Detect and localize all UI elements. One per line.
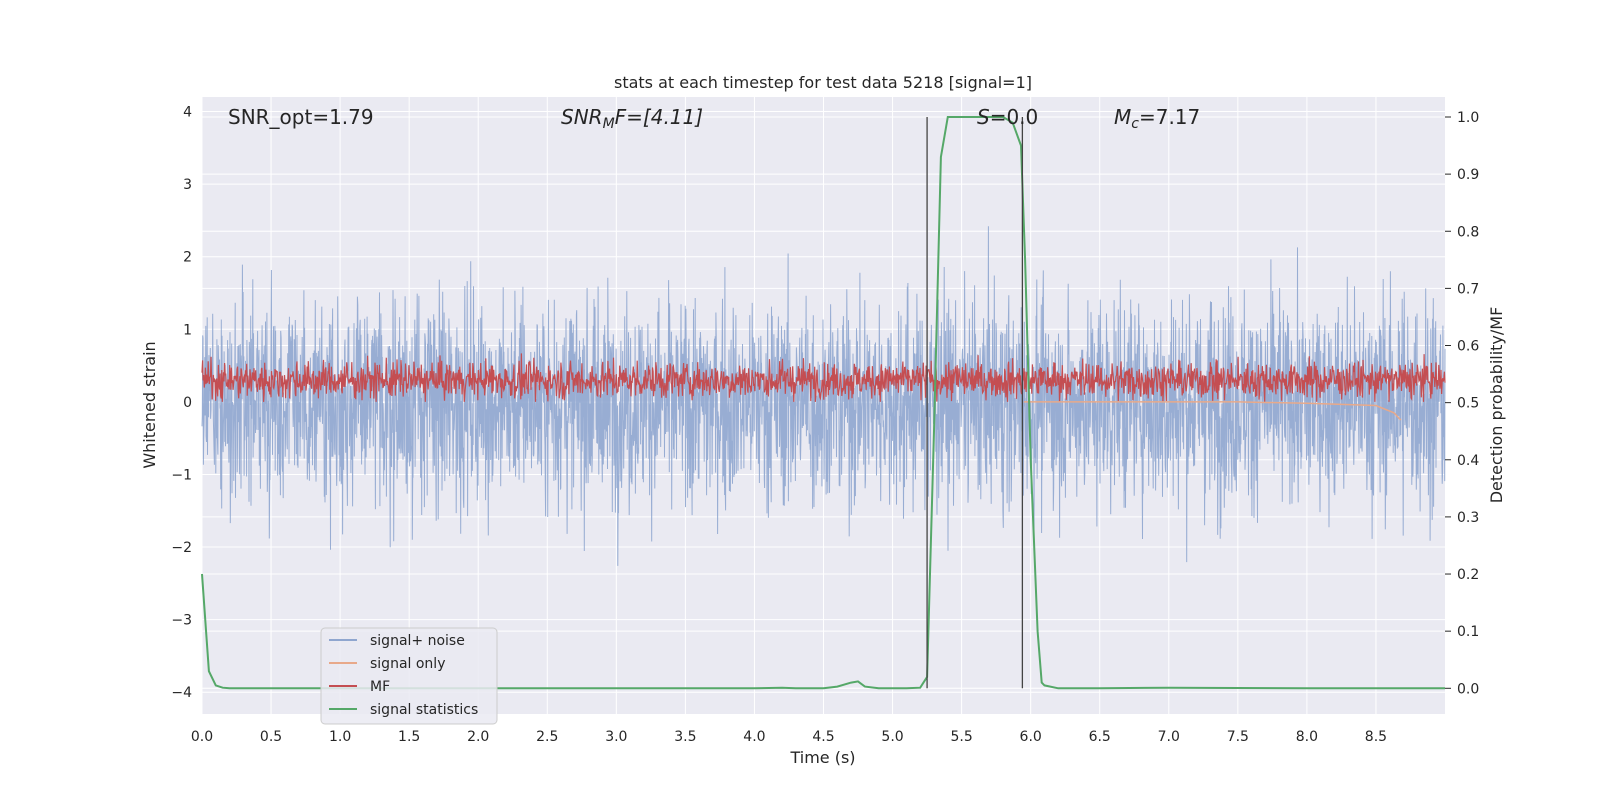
x-tick-label: 0.5 (260, 729, 282, 745)
x-tick-label: 5.5 (950, 729, 972, 745)
y-left-tick-label: 2 (183, 250, 192, 266)
x-tick-label: 8.0 (1296, 729, 1318, 745)
y-left-tick-label: −1 (171, 467, 192, 483)
legend-label-mf: MF (370, 679, 390, 695)
x-tick-label: 7.0 (1158, 729, 1180, 745)
x-tick-label: 1.0 (329, 729, 351, 745)
y-left-tick-label: 0 (183, 395, 192, 411)
x-tick-label: 0.0 (191, 729, 213, 745)
y-left-tick-label: −3 (171, 613, 192, 629)
legend-box (320, 627, 498, 725)
y-right-tick-label: 0.8 (1457, 224, 1479, 240)
signal-noise-series (201, 226, 1446, 566)
annotation-snr-opt: SNR_opt=1.79 (228, 105, 374, 129)
y-right-tick-label: 0.1 (1457, 624, 1479, 640)
x-tick-label: 4.5 (812, 729, 834, 745)
axis-ticks: 0.0 0.5 1.0 1.5 2.0 2.5 3.0 3.5 4.0 4.5 5.0 5.5 6.0 6… (171, 105, 1479, 745)
y-right-tick-label: 0.6 (1457, 339, 1479, 355)
y-left-tick-label: 3 (183, 177, 192, 193)
y-right-tick-label: 0.4 (1457, 453, 1479, 469)
x-tick-label: 2.0 (467, 729, 489, 745)
x-tick-label: 3.0 (605, 729, 627, 745)
x-tick-label: 1.5 (398, 729, 420, 745)
annotation-mc: Mc=7.17 (1114, 105, 1200, 132)
x-tick-label: 4.0 (743, 729, 765, 745)
legend-label-signal-noise: signal+ noise (370, 633, 465, 649)
y-right-tick-label: 0.7 (1457, 281, 1479, 297)
x-tick-label: 2.5 (536, 729, 558, 745)
y-right-tick-label: 0.9 (1457, 167, 1479, 183)
y-axis-label-right: Detection probability/MF (1487, 307, 1506, 504)
x-tick-label: 3.5 (674, 729, 696, 745)
y-right-tick-label: 0.3 (1457, 510, 1479, 526)
x-tick-label: 7.5 (1227, 729, 1249, 745)
x-tick-label: 8.5 (1365, 729, 1387, 745)
annotation-s: S=0.0 (977, 105, 1038, 129)
legend-label-signal-statistics: signal statistics (370, 702, 478, 718)
y-right-tick-label: 0.0 (1457, 681, 1479, 697)
y-left-tick-label: −2 (171, 540, 192, 556)
y-axis-label-left: Whitened strain (140, 341, 159, 468)
signal-noise-line (201, 226, 1446, 566)
signal-only-line (1023, 401, 1402, 421)
detection-vlines (926, 116, 1024, 689)
y-right-tick-label: 0.5 (1457, 396, 1479, 412)
x-tick-label: 6.0 (1020, 729, 1042, 745)
x-tick-label: 6.5 (1089, 729, 1111, 745)
y-right-tick-label: 0.2 (1457, 567, 1479, 583)
x-axis-label: Time (s) (789, 748, 855, 767)
legend: signal+ noise signal only MF signal stat… (320, 627, 498, 725)
x-tick-label: 5.0 (881, 729, 903, 745)
chart-title: stats at each timestep for test data 521… (614, 73, 1032, 92)
signal-only-series (1023, 401, 1402, 421)
y-left-tick-label: 1 (183, 322, 192, 338)
annotation-snr-mf: SNRMF=[4.11] (561, 105, 703, 132)
legend-label-signal-only: signal only (370, 656, 445, 672)
mf-line (201, 353, 1446, 402)
y-right-tick-label: 1.0 (1457, 110, 1479, 126)
mf-series (201, 353, 1446, 402)
y-left-tick-label: −4 (171, 685, 192, 701)
y-left-tick-label: 4 (183, 105, 192, 121)
